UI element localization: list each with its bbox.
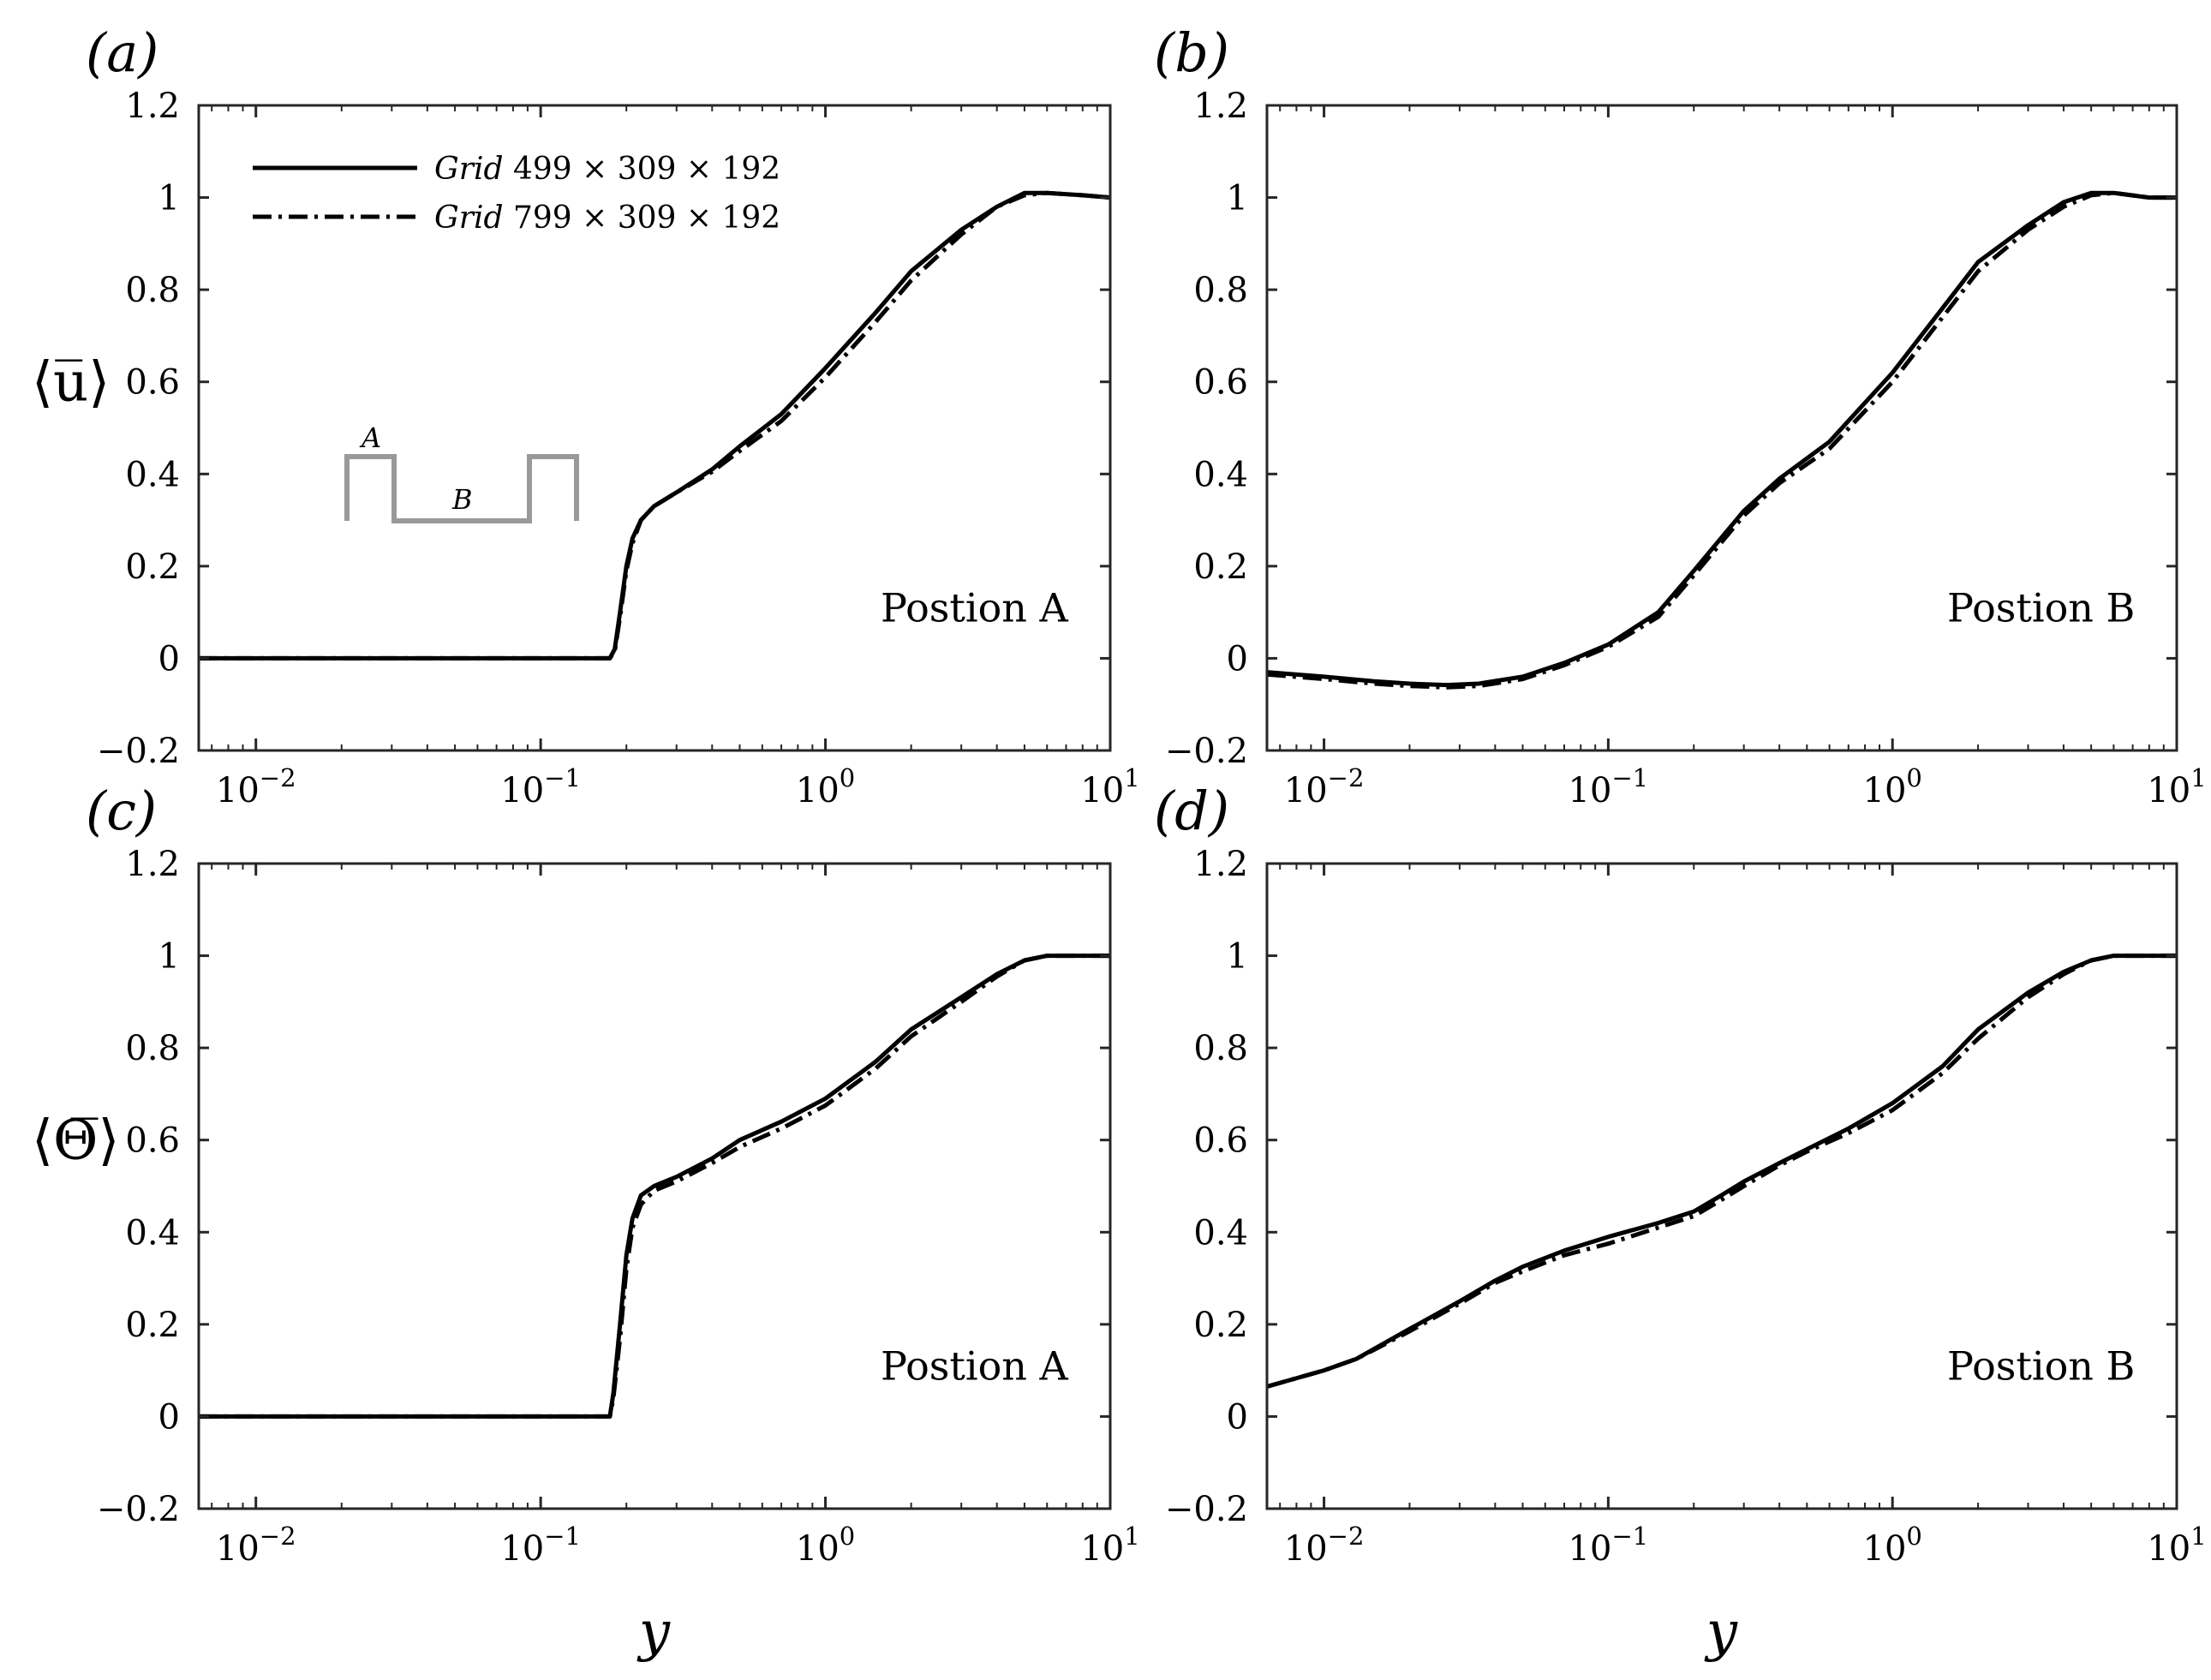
series-line-grid-799 (199, 954, 1110, 1419)
panel-b: −0.2 0 0.2 0.4 0.6 0.8 1 1.2 10−2 10−1 100 101 (b) Po… (1154, 21, 2207, 810)
position-label: Postion A (881, 1342, 1069, 1389)
y-tick-label: 0 (1227, 1397, 1248, 1437)
x-tick-label: 10−1 (500, 763, 581, 810)
position-label: Postion A (881, 584, 1069, 631)
position-label: Postion B (1947, 1342, 2135, 1389)
panel-d: −0.2 0 0.2 0.4 0.6 0.8 1 1.2 10−2 10−1 100 101 (d) Po… (1154, 780, 2207, 1664)
series-line-grid-499 (1266, 190, 2177, 688)
position-label: Postion B (1947, 584, 2135, 631)
x-tick-label: 101 (2147, 1522, 2206, 1569)
y-tick-label: 0.8 (125, 271, 180, 310)
panel-c: −0.2 0 0.2 0.4 0.6 0.8 1 1.2 10−2 10−1 100 101 (c) Po… (32, 780, 1140, 1664)
x-tick-label: 10−2 (1284, 763, 1365, 810)
x-tick-label: 100 (796, 1522, 855, 1569)
x-tick-label: 101 (1080, 763, 1139, 810)
y-tick-label: 0.2 (1193, 1306, 1248, 1345)
y-tick-label: 0.2 (125, 547, 180, 587)
plot-area (199, 105, 1110, 750)
series-line-grid-499 (199, 954, 1110, 1419)
y-tick-label: 0.4 (1193, 1213, 1248, 1253)
x-tick-label: 101 (2147, 763, 2206, 810)
y-tick-label: 0.4 (125, 1213, 180, 1253)
legend-label: Grid 799 × 309 × 192 (434, 200, 780, 236)
y-tick-label: 1 (158, 937, 180, 977)
x-tick-label: 10−2 (1284, 1522, 1365, 1569)
x-tick-label: 10−2 (216, 1522, 296, 1569)
x-tick-label: 100 (1863, 763, 1922, 810)
y-tick-label: 0.4 (1193, 455, 1248, 494)
y-tick-label: 0 (1227, 639, 1248, 679)
y-tick-label: 1 (1227, 179, 1248, 218)
y-tick-label: 0.8 (125, 1029, 180, 1068)
y-tick-label: −0.2 (1165, 1490, 1248, 1529)
panel-letter: (b) (1154, 21, 1229, 84)
axes-frame (1265, 862, 2178, 1510)
inset-label-a: A (359, 421, 381, 454)
panel-letter: (d) (1154, 780, 1229, 842)
panel-letter: (c) (86, 780, 157, 842)
y-tick-label: 1 (158, 179, 180, 218)
y-tick-label: 0.6 (125, 363, 180, 403)
x-tick-label: 10−1 (1569, 1522, 1649, 1569)
y-axis-label: ⟨Θ̅⟩ (32, 1109, 119, 1173)
y-tick-label: 0.6 (1193, 1121, 1248, 1161)
y-tick-label: 1.2 (125, 845, 180, 884)
plot-area (1267, 105, 2177, 750)
legend: Grid 499 × 309 × 192 Grid 799 × 309 × 192 (253, 152, 780, 236)
y-tick-label: −0.2 (97, 1490, 180, 1529)
y-tick-label: 0.6 (1193, 363, 1248, 403)
panel-letter: (a) (86, 21, 158, 84)
y-tick-label: 1 (1227, 937, 1248, 977)
y-tick-label: 0 (158, 639, 180, 679)
y-tick-label: 0.2 (125, 1306, 180, 1345)
inset-label-b: B (451, 483, 473, 516)
x-tick-label: 101 (1080, 1522, 1139, 1569)
y-tick-label: 0.6 (125, 1121, 180, 1161)
axes-frame (197, 104, 1112, 752)
y-tick-label: 0.8 (1193, 1029, 1248, 1068)
y-tick-label: −0.2 (1165, 732, 1248, 771)
y-tick-label: 0.2 (1193, 547, 1248, 587)
axes-frame (197, 862, 1112, 1510)
x-axis-label: y (1704, 1600, 1738, 1664)
x-tick-label: 10−2 (216, 763, 296, 810)
x-tick-label: 10−1 (500, 1522, 581, 1569)
y-tick-label: 0.8 (1193, 271, 1248, 310)
y-axis-label: ⟨u̅⟩ (32, 351, 110, 415)
series-line-grid-799 (1266, 954, 2177, 1389)
axes-frame (1265, 104, 2178, 752)
y-tick-label: 0.4 (125, 455, 180, 494)
y-tick-label: −0.2 (97, 732, 180, 771)
panel-a: −0.2 0 0.2 0.4 0.6 0.8 1 1.2 10−2 10−1 100 101 (a) Po… (32, 21, 1140, 810)
series-line-grid-499 (199, 190, 1111, 661)
x-tick-label: 10−1 (1569, 763, 1649, 810)
geometry-inset: AB (344, 421, 579, 523)
plot-area (1267, 864, 2177, 1509)
x-axis-label: y (636, 1600, 671, 1664)
x-tick-label: 100 (796, 763, 855, 810)
y-tick-label: 1.2 (1193, 845, 1248, 884)
legend-label: Grid 499 × 309 × 192 (434, 152, 780, 187)
y-tick-label: 0 (158, 1397, 180, 1437)
y-tick-label: 1.2 (1193, 87, 1248, 126)
y-tick-label: 1.2 (125, 87, 180, 126)
x-tick-label: 100 (1863, 1522, 1922, 1569)
inset-profile (344, 454, 579, 523)
series-line-grid-799 (199, 190, 1111, 661)
